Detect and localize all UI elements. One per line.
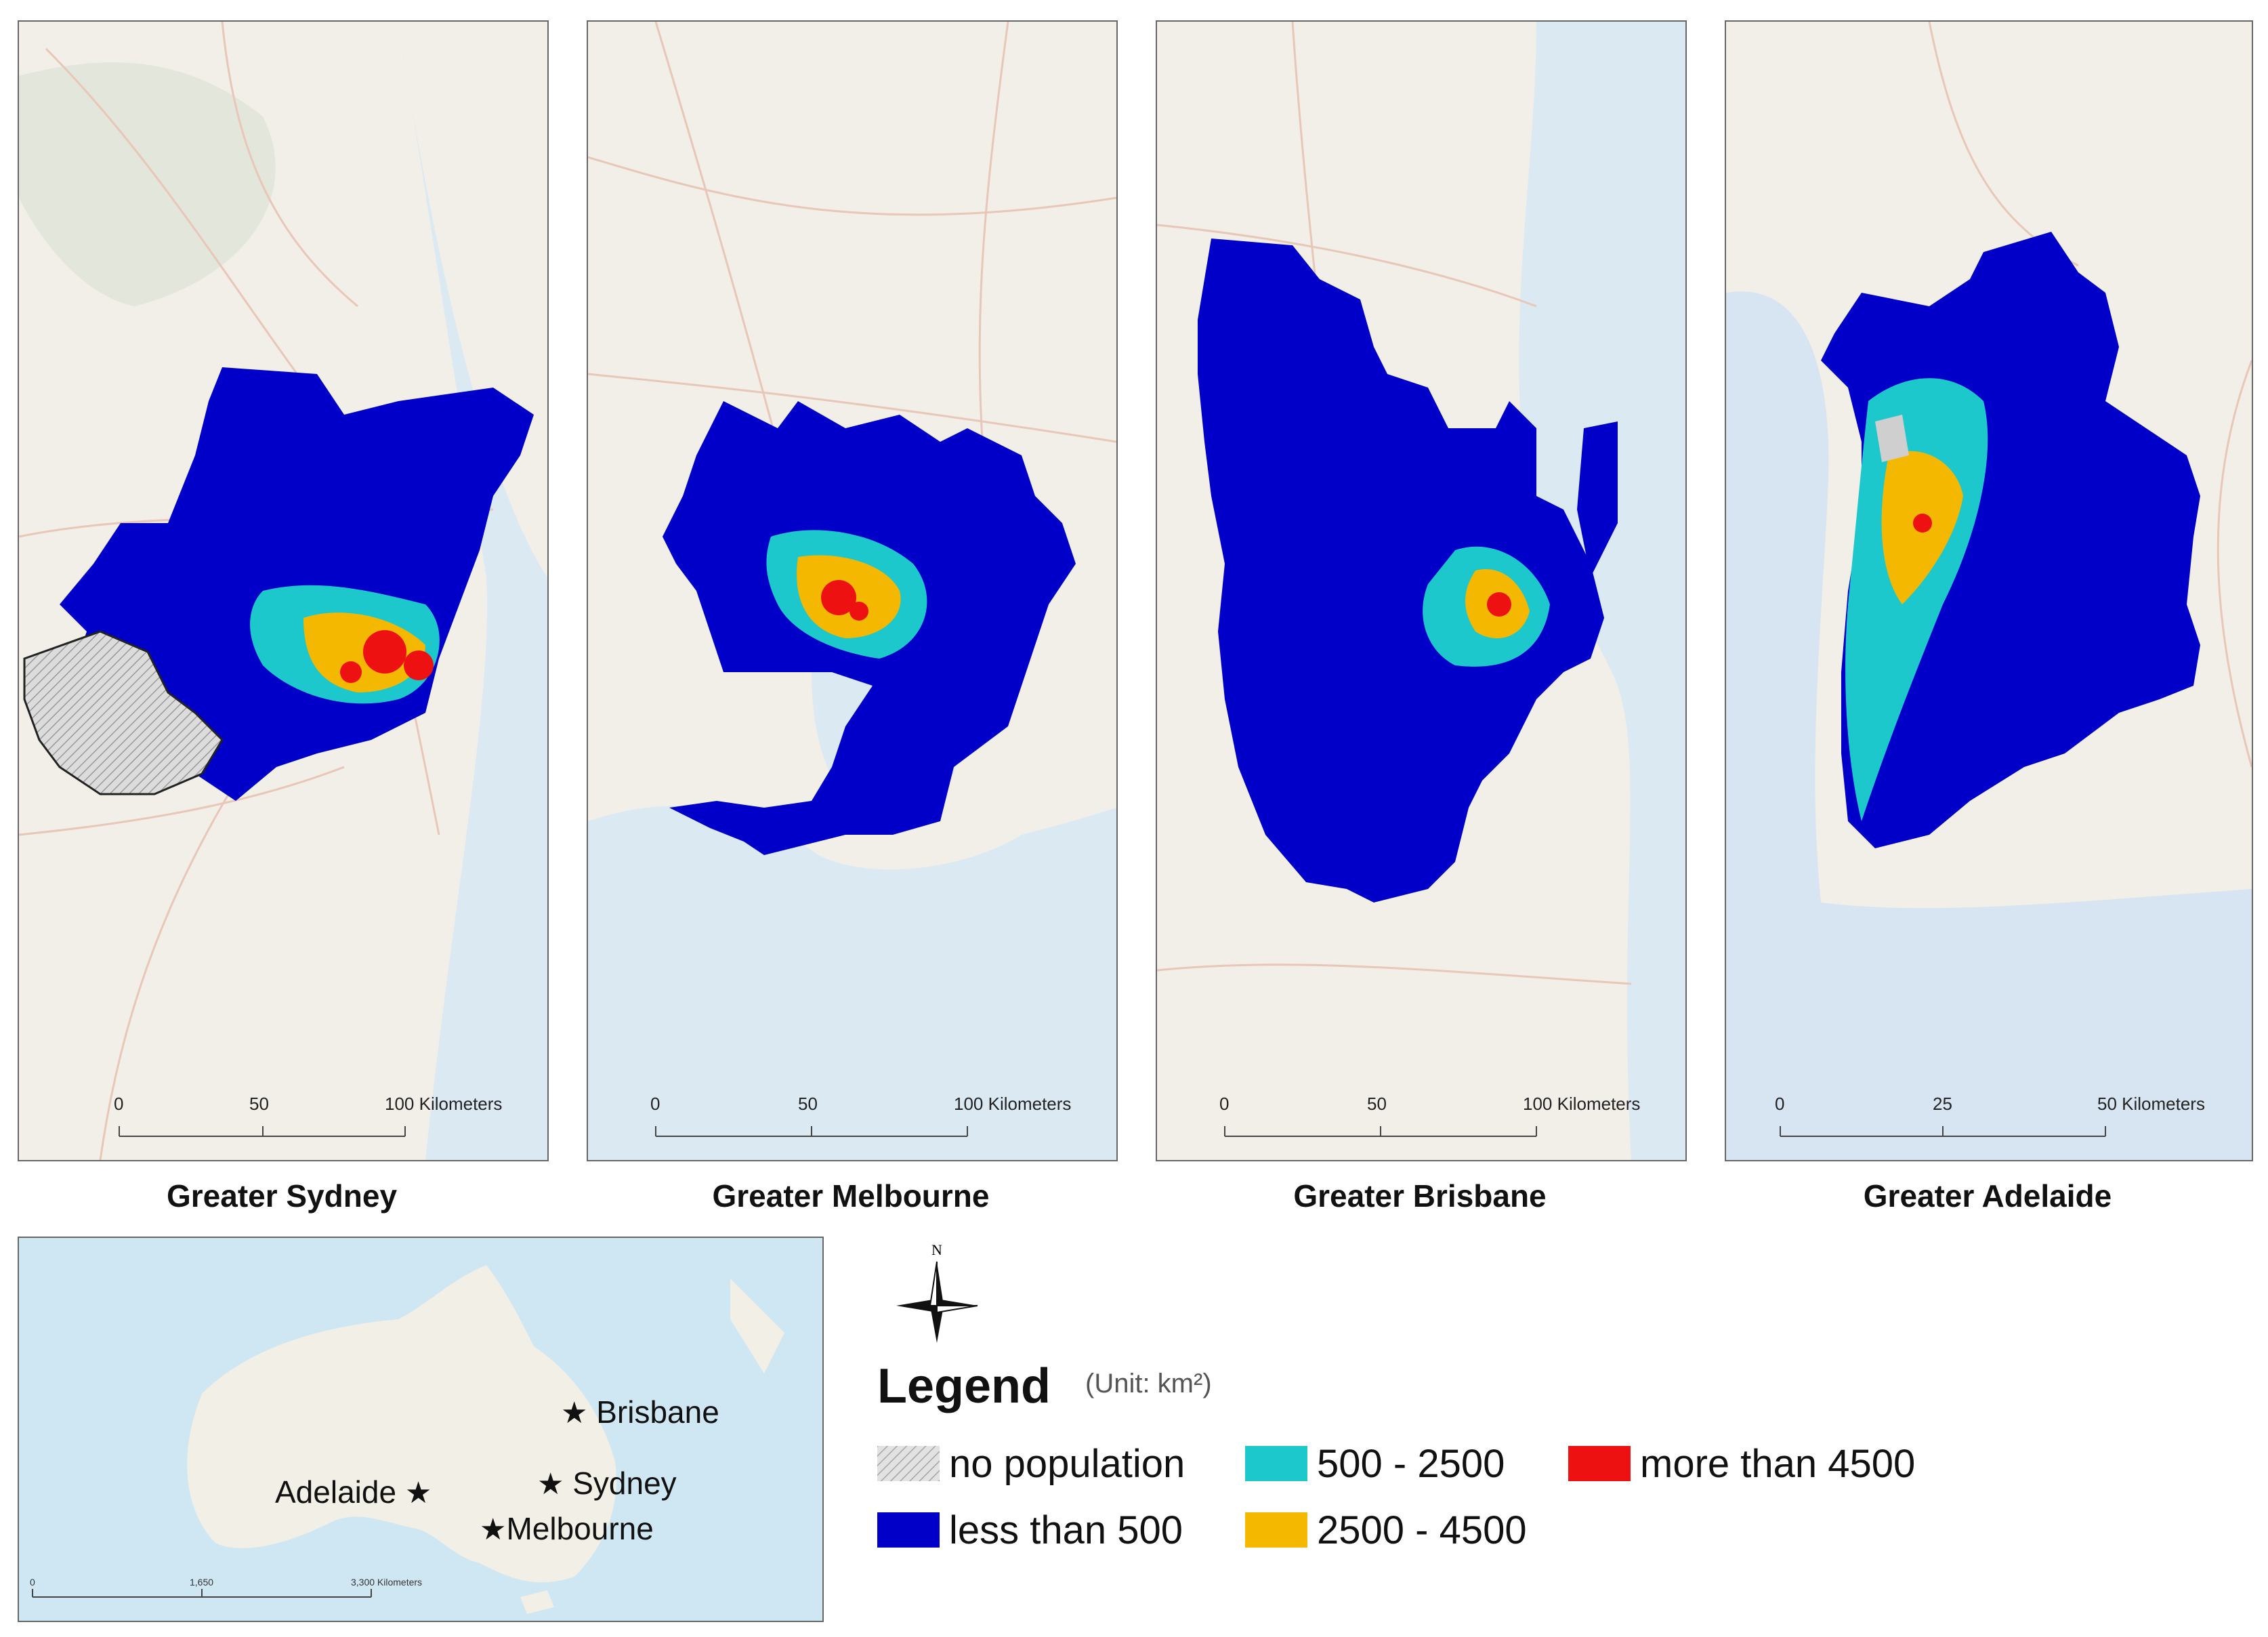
star-icon: ★: [537, 1468, 564, 1501]
legend-item-less-than-500: less than 500: [877, 1508, 1183, 1552]
scale-bar: 0 50 100 Kilometers: [1157, 1065, 1685, 1160]
region-less-than-500: [1198, 239, 1604, 903]
city-sydney: ★ Sydney: [537, 1466, 677, 1501]
star-icon: ★: [404, 1476, 432, 1510]
legend-item-2500-4500: 2500 - 4500: [1245, 1508, 1527, 1552]
city-melbourne: ★Melbourne: [480, 1511, 654, 1546]
scale-label: 100 Kilometers: [954, 1094, 1072, 1114]
legend-label: 2500 - 4500: [1317, 1508, 1527, 1552]
city-adelaide: Adelaide ★: [275, 1474, 432, 1510]
inset-scale-label: 1,650: [190, 1577, 214, 1588]
legend-label: no population: [949, 1441, 1185, 1486]
sydney-map: [19, 22, 547, 1160]
scale-bar: 0 25 50 Kilometers: [1726, 1065, 2252, 1160]
north-label: N: [931, 1241, 942, 1258]
legend-item-more-than-4500: more than 4500: [1568, 1441, 1916, 1486]
scale-label: 50: [1367, 1094, 1387, 1114]
legend-title: Legend: [877, 1359, 1051, 1413]
scale-label: 25: [1933, 1094, 1952, 1114]
map-caption-brisbane: Greater Brisbane: [1293, 1178, 1547, 1214]
legend-label: 500 - 2500: [1317, 1441, 1505, 1486]
legend-unit: (Unit: km²): [1085, 1369, 1212, 1398]
region-no-population: [23, 630, 224, 795]
scale-label: 100 Kilometers: [1523, 1094, 1641, 1114]
adelaide-map: [1726, 22, 2252, 1160]
scale-bar: 0 50 100 Kilometers: [19, 1065, 547, 1160]
scale-label: 100 Kilometers: [385, 1094, 503, 1114]
color-swatch: [1568, 1446, 1631, 1481]
star-icon: ★: [480, 1513, 507, 1546]
star-icon: ★: [561, 1396, 588, 1430]
scale-label: 0: [650, 1094, 660, 1114]
map-panel-brisbane: 0 50 100 Kilometers: [1156, 20, 1687, 1161]
legend-item-500-2500: 500 - 2500: [1245, 1441, 1505, 1486]
map-panel-adelaide: 0 25 50 Kilometers: [1725, 20, 2253, 1161]
inset-scale-label: 3,300 Kilometers: [351, 1577, 423, 1588]
map-panel-melbourne: 0 50 100 Kilometers: [587, 20, 1118, 1161]
scale-label: 50 Kilometers: [2097, 1094, 2205, 1114]
north-arrow-icon: N: [893, 1241, 981, 1356]
scale-label: 0: [114, 1094, 124, 1114]
scale-label: 0: [1775, 1094, 1785, 1114]
region-less-than-500: [60, 367, 534, 801]
legend-label: more than 4500: [1640, 1441, 1916, 1486]
city-brisbane: ★ Brisbane: [561, 1394, 719, 1430]
legend-item-no-population: no population: [877, 1441, 1185, 1486]
inset-scale-label: 0: [30, 1577, 35, 1588]
melbourne-map: [588, 22, 1116, 1160]
scale-label: 50: [798, 1094, 818, 1114]
legend-label: less than 500: [949, 1508, 1183, 1552]
map-panel-sydney: 0 50 100 Kilometers: [18, 20, 549, 1161]
color-swatch: [1245, 1446, 1307, 1481]
color-swatch: [1245, 1512, 1307, 1548]
map-caption-melbourne: Greater Melbourne: [712, 1178, 990, 1214]
scale-label: 50: [249, 1094, 269, 1114]
inset-map-australia: ★ Brisbane ★ Sydney Adelaide ★ ★Melbourn…: [18, 1237, 824, 1622]
map-caption-sydney: Greater Sydney: [166, 1178, 398, 1214]
brisbane-map: [1157, 22, 1685, 1160]
scale-label: 0: [1219, 1094, 1230, 1114]
australia-outline: [32, 1265, 784, 1614]
hatch-swatch: [877, 1446, 940, 1481]
map-caption-adelaide: Greater Adelaide: [1863, 1178, 2112, 1214]
scale-bar: 0 50 100 Kilometers: [588, 1065, 1116, 1160]
color-swatch: [877, 1512, 940, 1548]
